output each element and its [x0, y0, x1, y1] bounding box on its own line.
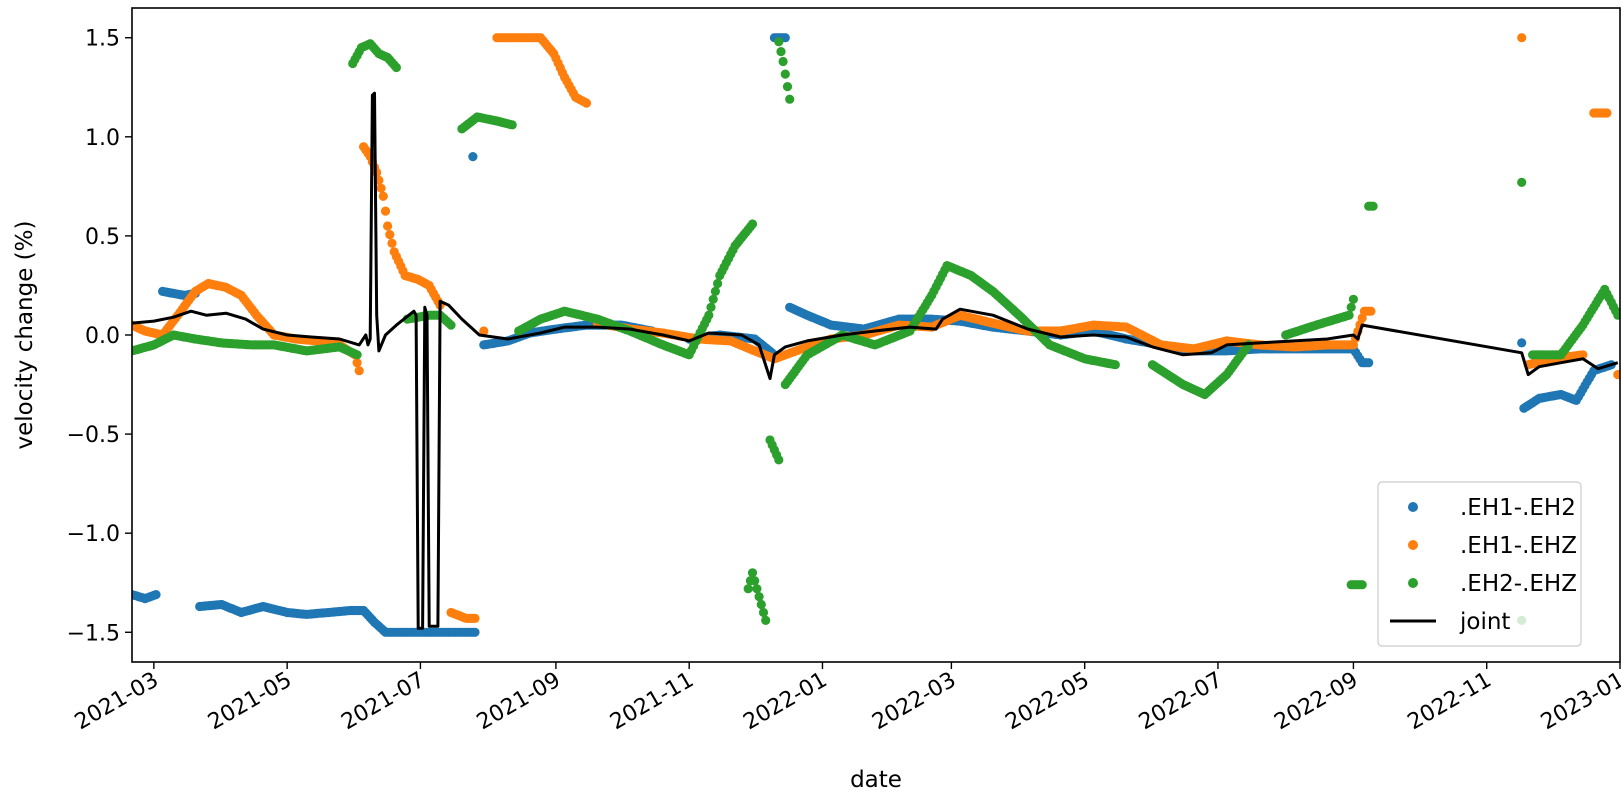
x-tick-label: 2021-05 [204, 668, 296, 736]
y-tick-label: 0.5 [85, 225, 120, 250]
data-point [1366, 306, 1376, 316]
x-tick-label: 2021-03 [71, 668, 163, 736]
x-tick-label: 2022-11 [1404, 668, 1496, 736]
data-point [774, 37, 784, 47]
data-point [151, 590, 161, 600]
data-point [1344, 310, 1354, 320]
data-point [385, 230, 395, 240]
data-point [1602, 108, 1612, 118]
data-point [713, 278, 723, 289]
x-tick-label: 2022-07 [1135, 668, 1227, 736]
series--eh2-ehz [132, 37, 1620, 626]
data-point [391, 62, 401, 73]
data-point [747, 219, 758, 229]
data-point [470, 613, 480, 624]
legend-dot-marker [1408, 578, 1418, 588]
y-axis-label: velocity change (%) [12, 221, 38, 450]
legend-label: joint [1459, 609, 1510, 635]
data-point [704, 310, 714, 320]
legend-label: .EH2-.EHZ [1460, 571, 1577, 597]
data-point [752, 584, 762, 594]
joint-line [132, 91, 1619, 630]
data-point [507, 120, 517, 130]
data-point [710, 286, 721, 296]
data-point [1517, 177, 1527, 187]
legend-dot-marker [1408, 540, 1418, 550]
data-point [761, 615, 771, 626]
data-point [743, 584, 753, 594]
legend: .EH1-.EH2 .EH1-.EHZ .EH2-.EHZ joint [1377, 481, 1582, 647]
y-tick-label: 1.5 [85, 27, 120, 52]
data-point [706, 302, 716, 312]
data-point [1578, 350, 1588, 360]
legend-label: .EH1-.EHZ [1460, 533, 1577, 559]
data-point [354, 366, 364, 376]
data-point [780, 69, 790, 79]
x-tick-label: 2021-11 [606, 668, 698, 736]
data-point [470, 627, 480, 637]
y-tick-label: 1.0 [85, 126, 120, 151]
data-point [758, 607, 769, 618]
x-tick-label: 2022-05 [1002, 668, 1094, 736]
legend-label: .EH1-.EH2 [1460, 495, 1576, 521]
data-point [782, 82, 793, 92]
data-point [747, 568, 758, 578]
data-point [378, 191, 388, 201]
legend-dot-marker [1408, 502, 1418, 512]
legend-box [1377, 481, 1582, 647]
x-axis: 2021-03 2021-05 2021-07 2021-09 2021-11 2022-… [71, 662, 1621, 735]
y-tick-label: −1.5 [67, 621, 120, 646]
data-point [708, 294, 718, 304]
x-tick-label: 2022-03 [868, 668, 960, 736]
data-point [376, 183, 386, 193]
data-point [1346, 302, 1356, 312]
data-point [468, 152, 478, 162]
data-point [1613, 310, 1620, 320]
data-point [776, 47, 786, 57]
x-axis-label: date [850, 767, 902, 793]
data-point [352, 358, 362, 368]
data-point [383, 221, 393, 231]
data-point [352, 350, 362, 360]
data-point [774, 455, 784, 465]
data-point [1357, 580, 1367, 590]
data-point [581, 98, 592, 108]
y-tick-label: −1.0 [67, 522, 120, 547]
data-point [1348, 294, 1358, 304]
data-point [446, 320, 456, 330]
y-axis: −1.5 −1.0 −0.5 0.0 0.5 1.0 1.5 [67, 27, 132, 646]
series-layer [132, 33, 1620, 637]
data-point [756, 599, 766, 610]
y-tick-label: 0.0 [85, 324, 120, 349]
data-point [479, 326, 489, 336]
x-tick-label: 2023-01 [1537, 668, 1621, 736]
data-point [1613, 370, 1620, 380]
data-point [380, 206, 391, 216]
x-tick-label: 2022-01 [739, 668, 831, 736]
x-tick-label: 2021-09 [473, 668, 565, 736]
data-point [754, 592, 764, 602]
x-tick-label: 2021-07 [337, 668, 429, 736]
data-point [1364, 358, 1374, 368]
data-point [1517, 338, 1527, 348]
y-tick-label: −0.5 [67, 423, 120, 448]
data-point [778, 56, 788, 67]
data-point [1368, 201, 1378, 211]
data-point [387, 238, 397, 248]
x-tick-label: 2022-09 [1270, 668, 1362, 736]
data-point [750, 576, 760, 586]
data-point [785, 94, 795, 104]
data-point [1110, 360, 1120, 370]
data-point [1517, 33, 1527, 43]
